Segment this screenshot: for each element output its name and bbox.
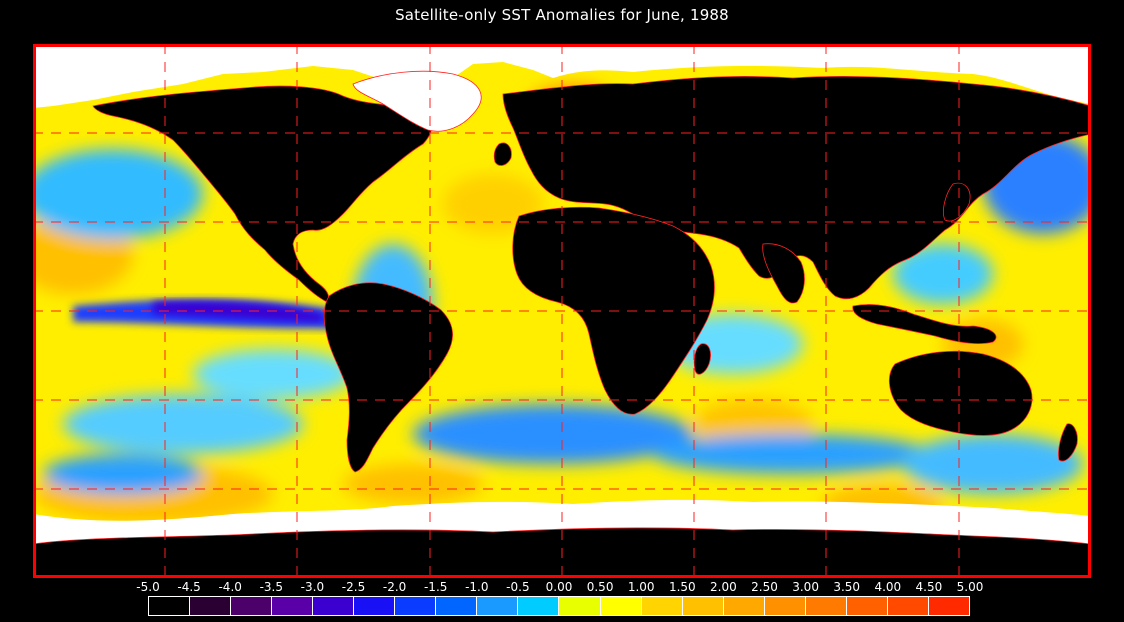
north-america	[92, 85, 433, 303]
legend-tick-label: -3.5	[259, 580, 284, 594]
legend-tick-label: -5.0	[136, 580, 160, 594]
legend-tick-label: 0.50	[586, 580, 614, 594]
legend-tick-label: -4.0	[218, 580, 242, 594]
madagascar	[693, 343, 711, 375]
legend-swatch	[436, 597, 478, 615]
legend-swatch	[477, 597, 519, 615]
legend-swatch	[354, 597, 396, 615]
legend-tick-label: 4.50	[915, 580, 943, 594]
india	[762, 243, 805, 304]
legend-tick-label: 5.00	[956, 580, 984, 594]
color-legend: -5.0 -4.5 -4.0 -3.5 -3.0 -2.5 -2.0 -1.5 -1.0 -0.5…	[0, 580, 1124, 622]
legend-color-bar	[148, 596, 970, 616]
legend-tick-label: -2.5	[341, 580, 366, 594]
legend-swatch	[559, 597, 601, 615]
eurasia	[502, 75, 1091, 300]
map-title: Satellite-only SST Anomalies for June, 1…	[395, 6, 729, 24]
legend-tick-label: -4.5	[177, 580, 201, 594]
legend-swatch	[231, 597, 273, 615]
legend-swatch	[395, 597, 437, 615]
legend-tick-label: 3.00	[792, 580, 819, 594]
new-zealand	[1058, 423, 1078, 462]
graticule	[33, 44, 1091, 578]
legend-swatch	[313, 597, 355, 615]
legend-swatch	[518, 597, 560, 615]
legend-swatch	[928, 597, 969, 615]
legend-tick-label: 1.00	[627, 580, 655, 594]
legend-tick-label: -2.0	[382, 580, 407, 594]
legend-tick-label: 2.00	[710, 580, 737, 594]
legend-swatch	[600, 597, 642, 615]
legend-swatch	[149, 597, 191, 615]
legend-tick-label: -1.5	[423, 580, 448, 594]
legend-tick-label: 2.50	[751, 580, 778, 594]
legend-tick-label: 4.00	[874, 580, 902, 594]
australia	[888, 350, 1033, 436]
legend-swatch	[805, 597, 847, 615]
south-america	[323, 282, 454, 473]
southeast-asia-islands	[852, 304, 997, 344]
legend-swatch	[682, 597, 724, 615]
legend-swatch	[764, 597, 806, 615]
legend-swatch	[272, 597, 314, 615]
legend-swatch	[190, 597, 232, 615]
legend-tick-label: -0.5	[506, 580, 530, 594]
map-frame	[33, 44, 1091, 578]
legend-labels: -5.0 -4.5 -4.0 -3.5 -3.0 -2.5 -2.0 -1.5 -1.0 -0.5…	[0, 580, 1124, 596]
legend-tick-label: -1.0	[465, 580, 489, 594]
legend-swatch	[846, 597, 888, 615]
british-isles	[493, 142, 512, 166]
legend-tick-label: 1.50	[668, 580, 696, 594]
legend-swatch	[641, 597, 683, 615]
legend-tick-label: 0.00	[545, 580, 573, 594]
legend-tick-label: -3.0	[300, 580, 325, 594]
equatorial-cold-tongue	[73, 299, 333, 329]
legend-swatch	[723, 597, 765, 615]
legend-tick-label: 3.50	[833, 580, 861, 594]
japan	[943, 182, 971, 222]
sst-anomaly-map	[33, 44, 1091, 578]
greenland	[352, 70, 482, 132]
legend-swatch	[887, 597, 929, 615]
